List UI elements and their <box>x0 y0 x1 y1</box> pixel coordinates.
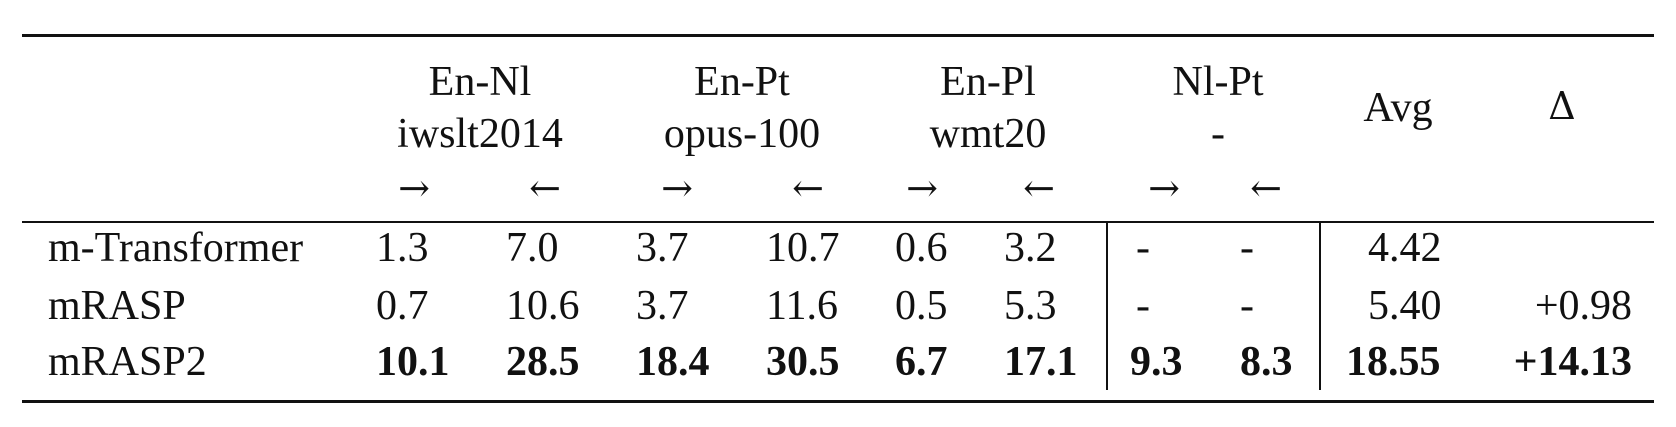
avg-cell: 4.42 <box>1368 225 1442 271</box>
avg-cell: 18.55 <box>1346 339 1441 385</box>
top-rule <box>22 34 1654 37</box>
score-cell: 6.7 <box>895 339 948 385</box>
direction-arrow-right: → <box>906 166 938 210</box>
direction-arrow-right: → <box>1148 166 1180 210</box>
avg-cell: 5.40 <box>1368 283 1442 329</box>
delta-header: Δ <box>1548 84 1576 128</box>
column-separator <box>1319 222 1321 390</box>
score-cell: - <box>1136 283 1150 329</box>
group-dataset-header: opus-100 <box>663 111 821 157</box>
score-cell: 28.5 <box>506 339 580 385</box>
avg-header: Avg <box>1363 85 1433 131</box>
score-cell: 0.7 <box>376 283 429 329</box>
direction-arrow-left: ← <box>1023 166 1055 210</box>
score-cell: - <box>1240 225 1254 271</box>
group-pair-header: En-Pt <box>694 59 790 105</box>
direction-arrow-left: ← <box>792 166 824 210</box>
score-cell: - <box>1240 283 1254 329</box>
direction-arrow-left: ← <box>529 166 561 210</box>
score-cell: 11.6 <box>766 283 838 329</box>
score-cell: 30.5 <box>766 339 840 385</box>
score-cell: 10.7 <box>766 225 840 271</box>
score-cell: 18.4 <box>636 339 710 385</box>
score-cell: 0.6 <box>895 225 948 271</box>
group-pair-header: En-Nl <box>428 59 532 105</box>
delta-cell: +14.13 <box>1513 339 1632 385</box>
direction-arrow-right: → <box>398 166 430 210</box>
score-cell: 3.7 <box>636 283 689 329</box>
direction-arrow-right: → <box>661 166 693 210</box>
bottom-rule <box>22 400 1654 403</box>
score-cell: 9.3 <box>1130 339 1183 385</box>
score-cell: 8.3 <box>1240 339 1293 385</box>
score-cell: 5.3 <box>1004 283 1057 329</box>
score-cell: 7.0 <box>506 225 559 271</box>
header-rule <box>22 221 1654 223</box>
score-cell: 17.1 <box>1004 339 1078 385</box>
model-name: mRASP2 <box>48 339 207 385</box>
group-pair-header: Nl-Pt <box>1172 59 1264 105</box>
score-cell: - <box>1136 225 1150 271</box>
group-dataset-header: iwslt2014 <box>397 111 563 157</box>
group-dataset-header: - <box>1211 111 1225 157</box>
direction-arrow-left: ← <box>1250 166 1282 210</box>
score-cell: 1.3 <box>376 225 429 271</box>
score-cell: 0.5 <box>895 283 948 329</box>
score-cell: 3.7 <box>636 225 689 271</box>
delta-cell: +0.98 <box>1534 283 1632 329</box>
score-cell: 3.2 <box>1004 225 1057 271</box>
score-cell: 10.6 <box>506 283 580 329</box>
model-name: m-Transformer <box>48 225 304 271</box>
column-separator <box>1106 222 1108 390</box>
group-pair-header: En-Pl <box>940 59 1036 105</box>
group-dataset-header: wmt20 <box>929 111 1047 157</box>
score-cell: 10.1 <box>376 339 450 385</box>
model-name: mRASP <box>48 283 186 329</box>
